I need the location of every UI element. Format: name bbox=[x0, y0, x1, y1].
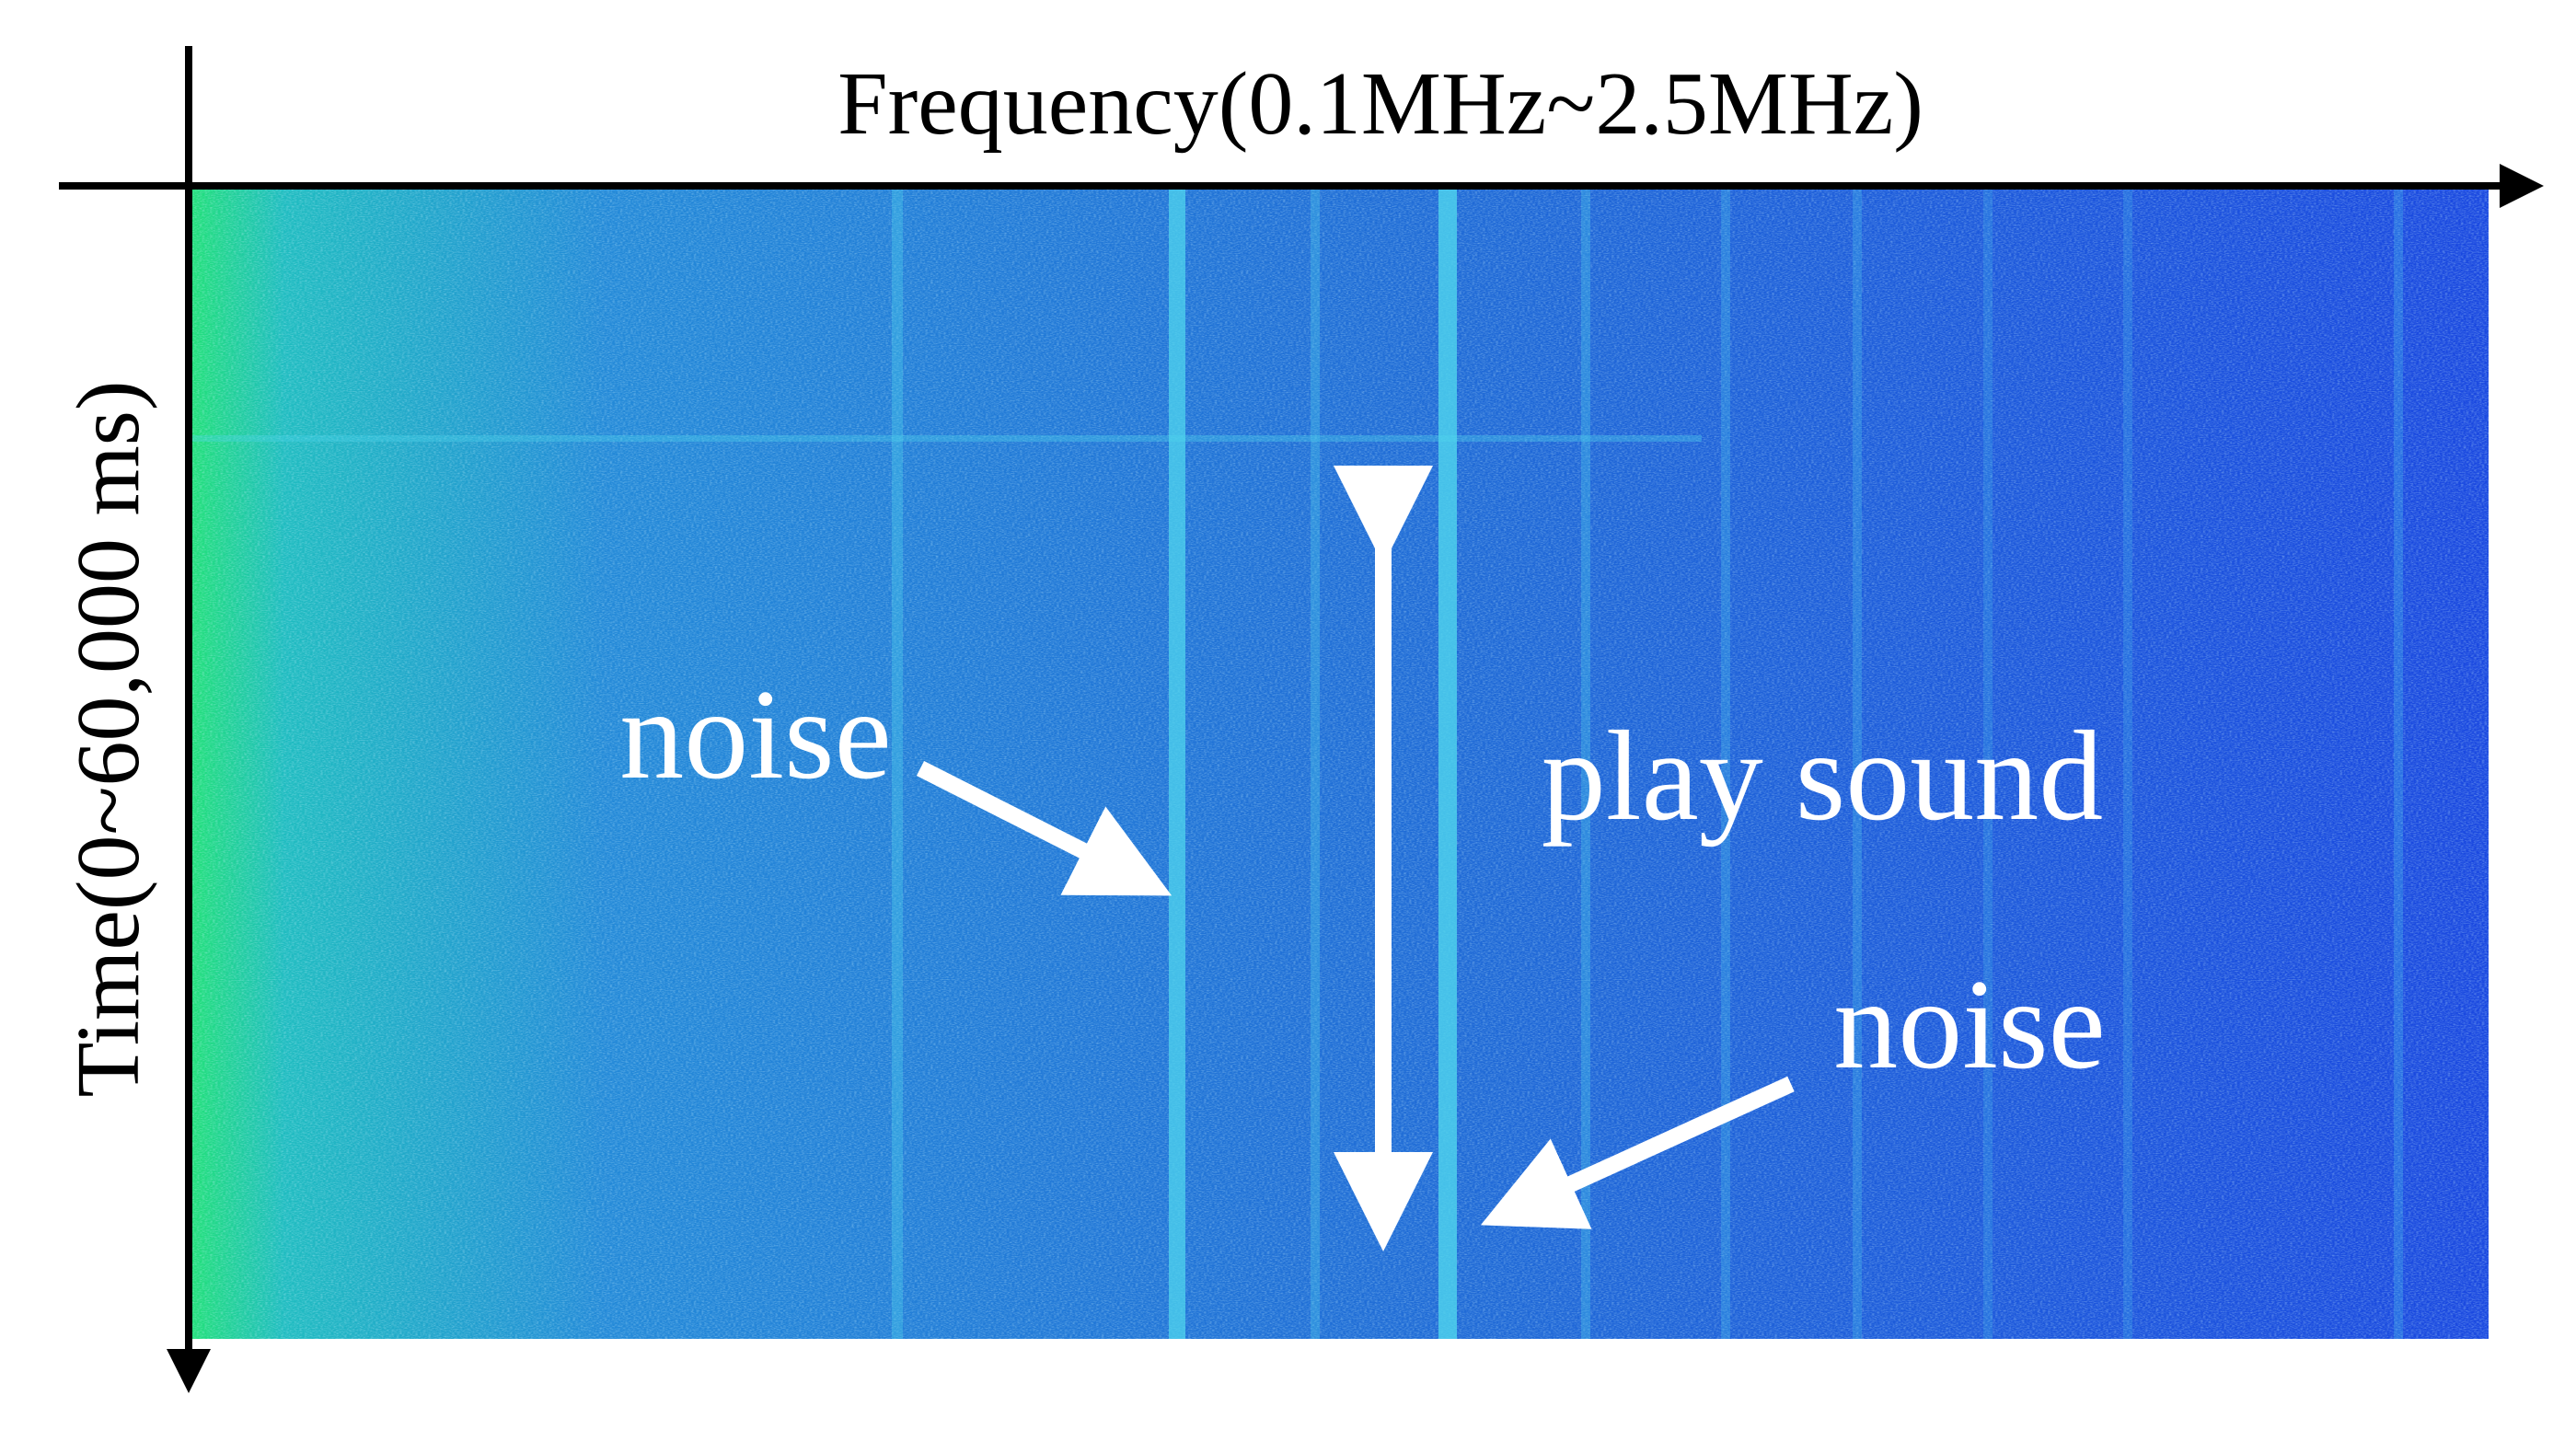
y-axis-label: Time(0~60,000 ms) bbox=[59, 380, 158, 1097]
annotation-noise: noise bbox=[619, 663, 892, 806]
annotation-play-sound: play sound bbox=[1542, 705, 2104, 847]
annotation-arrows bbox=[916, 466, 1795, 1251]
annotation-noise: noise bbox=[1833, 953, 2106, 1096]
axes bbox=[59, 46, 2544, 1393]
x-axis-label: Frequency(0.1MHz~2.5MHz) bbox=[837, 54, 1923, 154]
spectrogram bbox=[192, 189, 2489, 1339]
